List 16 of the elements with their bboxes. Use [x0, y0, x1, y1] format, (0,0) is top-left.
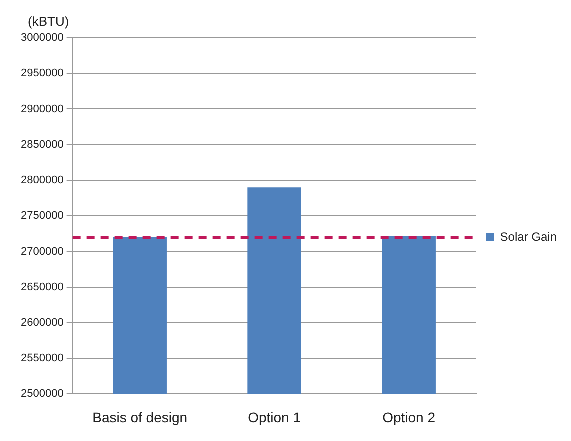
y-tick-label: 2750000: [20, 210, 64, 222]
y-tick-label: 2500000: [20, 388, 64, 400]
y-tick-label: 2950000: [20, 68, 64, 80]
y-tick-label: 2850000: [20, 138, 64, 151]
y-tick-label: 2800000: [20, 174, 64, 187]
y-tick-label: 2700000: [20, 246, 64, 258]
x-tick-label: Option 1: [248, 409, 302, 426]
y-tick-label: 2600000: [20, 316, 64, 329]
y-tick-label: 2900000: [20, 103, 64, 116]
y-tick-label: 2550000: [20, 352, 64, 365]
y-axis-title: (kBTU): [28, 14, 70, 29]
y-tick-label: 2650000: [20, 281, 64, 294]
x-tick-label: Basis of design: [92, 409, 188, 426]
y-tick-label: 3000000: [20, 32, 64, 44]
legend-label: Solar Gain: [500, 230, 558, 244]
x-tick-label: Option 2: [382, 409, 436, 426]
